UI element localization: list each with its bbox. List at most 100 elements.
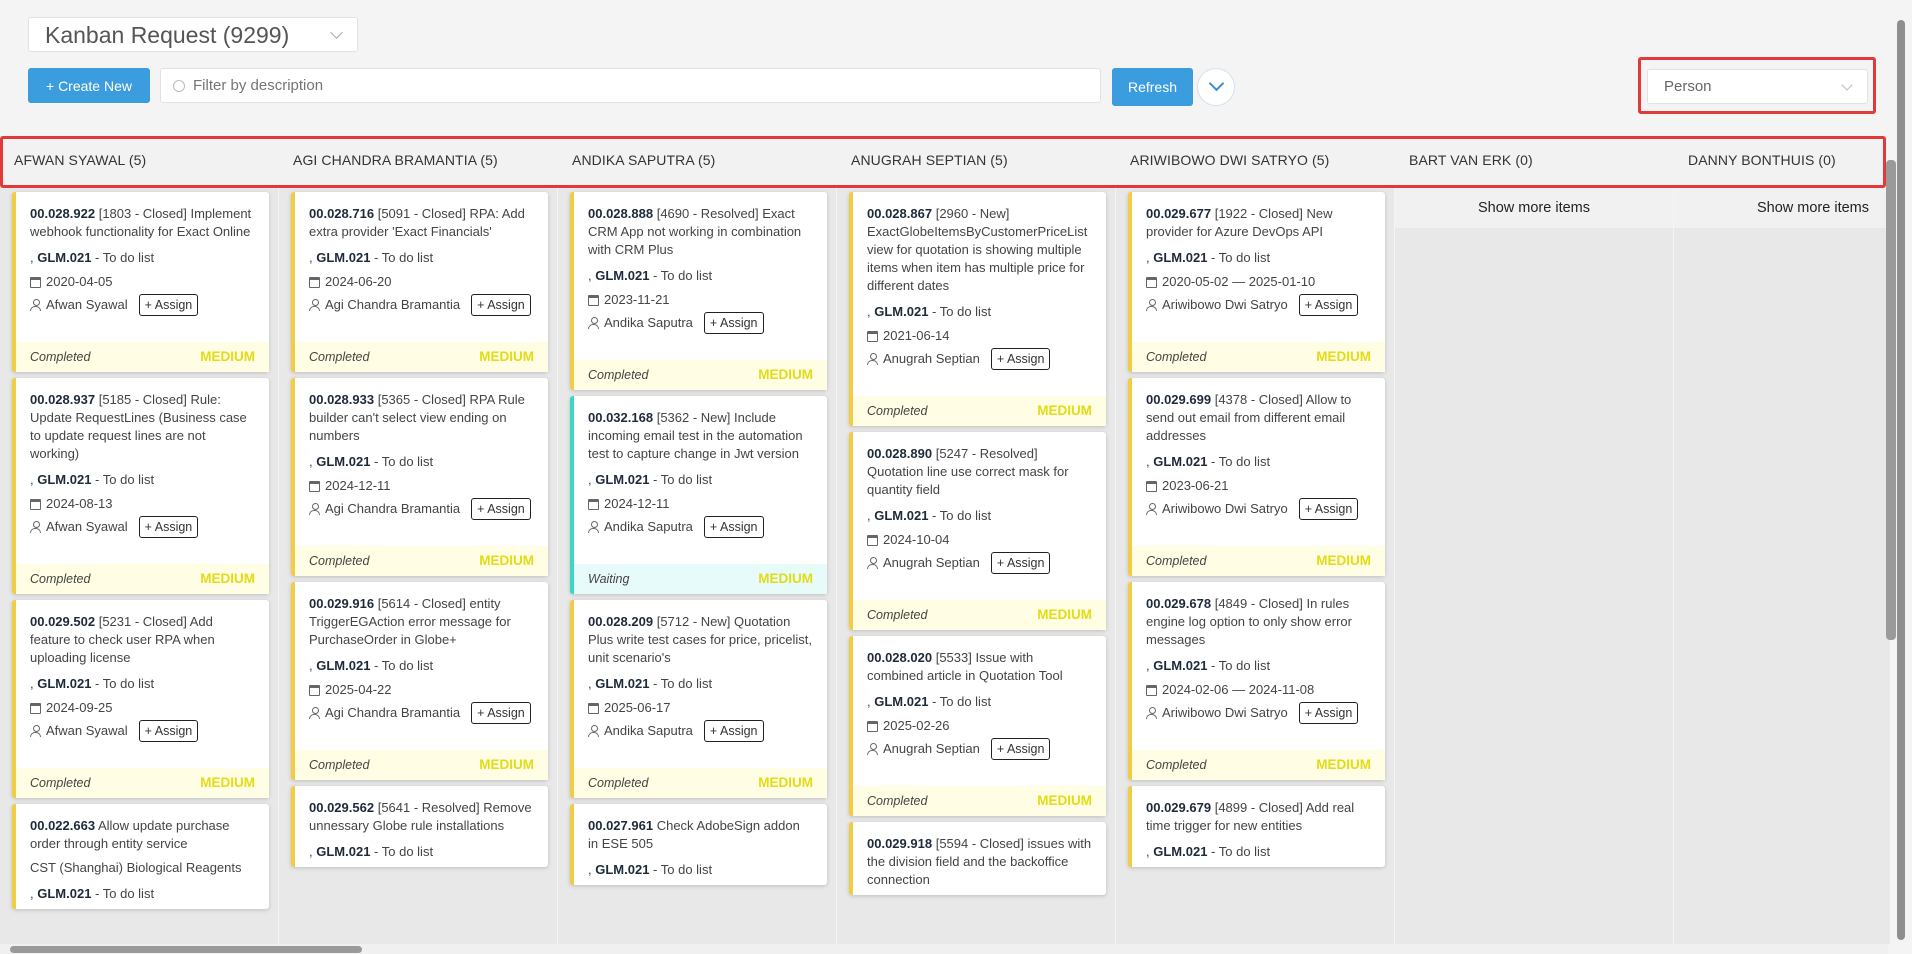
- column-header[interactable]: AFWAN SYAWAL (5): [14, 152, 147, 168]
- date-value: 2024-08-13: [46, 496, 113, 511]
- calendar-icon: [30, 498, 41, 510]
- kanban-card[interactable]: 00.032.168 [5362 - New] Include incoming…: [570, 396, 827, 594]
- card-id[interactable]: 00.027.961: [588, 818, 654, 833]
- card-assignee: Andika Saputra + Assign: [588, 516, 813, 538]
- card-title: 00.028.922 [1803 - Closed] Implement web…: [30, 205, 255, 241]
- assign-button[interactable]: + Assign: [1298, 294, 1359, 316]
- kanban-card[interactable]: 00.029.679 [4899 - Closed] Add real time…: [1128, 786, 1385, 867]
- card-id[interactable]: 00.029.918: [867, 836, 933, 851]
- kanban-card[interactable]: 00.028.933 [5365 - Closed] RPA Rule buil…: [291, 378, 548, 576]
- card-id[interactable]: 00.029.678: [1146, 596, 1212, 611]
- card-id[interactable]: 00.022.663: [30, 818, 96, 833]
- assign-button[interactable]: + Assign: [138, 294, 199, 316]
- card-id[interactable]: 00.028.937: [30, 392, 96, 407]
- card-body: 00.029.502 [5231 - Closed] Add feature t…: [16, 600, 269, 768]
- card-date: 2025-04-22: [309, 681, 534, 699]
- kanban-card[interactable]: 00.029.562 [5641 - Resolved] Remove unne…: [291, 786, 548, 867]
- create-new-button[interactable]: + Create New: [28, 68, 150, 103]
- card-id[interactable]: 00.028.922: [30, 206, 96, 221]
- card-date: 2024-09-25: [30, 699, 255, 717]
- column-header[interactable]: AGI CHANDRA BRAMANTIA (5): [293, 152, 498, 168]
- column-header[interactable]: BART VAN ERK (0): [1409, 152, 1533, 168]
- card-body: 00.028.933 [5365 - Closed] RPA Rule buil…: [295, 378, 548, 546]
- card-id[interactable]: 00.032.168: [588, 410, 654, 425]
- kanban-card[interactable]: 00.029.677 [1922 - Closed] New provider …: [1128, 192, 1385, 372]
- assign-button[interactable]: + Assign: [990, 348, 1051, 370]
- kanban-card[interactable]: 00.029.678 [4849 - Closed] In rules engi…: [1128, 582, 1385, 780]
- assign-button[interactable]: + Assign: [703, 720, 764, 742]
- kanban-card[interactable]: 00.027.961 Check AdobeSign addon in ESE …: [570, 804, 827, 885]
- card-id[interactable]: 00.028.867: [867, 206, 933, 221]
- refresh-button[interactable]: Refresh: [1112, 68, 1193, 106]
- show-more-items-button[interactable]: Show more items: [1395, 188, 1673, 228]
- view-selector[interactable]: Kanban Request (9299): [28, 17, 358, 52]
- card-id[interactable]: 00.028.716: [309, 206, 375, 221]
- scrollbar-thumb[interactable]: [1897, 20, 1905, 940]
- assign-button[interactable]: + Assign: [703, 312, 764, 334]
- assign-button[interactable]: + Assign: [990, 552, 1051, 574]
- card-id[interactable]: 00.029.679: [1146, 800, 1212, 815]
- card-id[interactable]: 00.029.502: [30, 614, 96, 629]
- kanban-card[interactable]: 00.028.867 [2960 - New] ExactGlobeItemsB…: [849, 192, 1106, 426]
- column-header[interactable]: DANNY BONTHUIS (0): [1688, 152, 1836, 168]
- filter-field[interactable]: [160, 68, 1101, 103]
- kanban-card[interactable]: 00.029.502 [5231 - Closed] Add feature t…: [12, 600, 269, 798]
- card-id[interactable]: 00.028.933: [309, 392, 375, 407]
- calendar-icon: [1146, 480, 1157, 492]
- card-date: 2025-02-26: [867, 717, 1092, 735]
- card-id[interactable]: 00.029.562: [309, 800, 375, 815]
- kanban-card[interactable]: 00.028.209 [5712 - New] Quotation Plus w…: [570, 600, 827, 798]
- calendar-icon: [588, 498, 599, 510]
- kanban-card[interactable]: 00.028.716 [5091 - Closed] RPA: Add extr…: [291, 192, 548, 372]
- expand-filters-button[interactable]: [1197, 68, 1235, 106]
- show-more-items-button[interactable]: Show more items: [1674, 188, 1912, 228]
- kanban-card[interactable]: 00.028.888 [4690 - Resolved] Exact CRM A…: [570, 192, 827, 390]
- kanban-card[interactable]: 00.029.699 [4378 - Closed] Allow to send…: [1128, 378, 1385, 576]
- column-header[interactable]: ANDIKA SAPUTRA (5): [572, 152, 716, 168]
- project-code: GLM.021: [316, 454, 371, 469]
- kanban-card[interactable]: 00.028.020 [5533] Issue with combined ar…: [849, 636, 1106, 816]
- assign-button[interactable]: + Assign: [471, 702, 531, 724]
- project-list: - To do list: [1211, 658, 1271, 673]
- assign-button[interactable]: + Assign: [138, 516, 199, 538]
- assignee-name: Anugrah Septian: [883, 741, 980, 756]
- kanban-card[interactable]: 00.028.922 [1803 - Closed] Implement web…: [12, 192, 269, 372]
- card-project: , GLM.021 - To do list: [588, 862, 713, 877]
- kanban-card[interactable]: 00.029.918 [5594 - Closed] issues with t…: [849, 822, 1106, 895]
- horizontal-scrollbar[interactable]: [0, 944, 1888, 954]
- card-id[interactable]: 00.028.209: [588, 614, 654, 629]
- column-header[interactable]: ARIWIBOWO DWI SATRYO (5): [1130, 152, 1330, 168]
- group-by-select[interactable]: Person: [1647, 69, 1868, 104]
- assign-button[interactable]: + Assign: [703, 516, 764, 538]
- card-id[interactable]: 00.029.916: [309, 596, 375, 611]
- kanban-card[interactable]: 00.028.890 [5247 - Resolved] Quotation l…: [849, 432, 1106, 630]
- card-id[interactable]: 00.028.888: [588, 206, 654, 221]
- project-list: - To do list: [653, 676, 713, 691]
- column-header[interactable]: ANUGRAH SEPTIAN (5): [851, 152, 1008, 168]
- card-title: 00.028.890 [5247 - Resolved] Quotation l…: [867, 445, 1092, 499]
- card-id[interactable]: 00.029.677: [1146, 206, 1212, 221]
- project-list: - To do list: [1211, 250, 1271, 265]
- assign-button[interactable]: + Assign: [138, 720, 199, 742]
- filter-input[interactable]: [193, 77, 1073, 94]
- card-id[interactable]: 00.028.020: [867, 650, 933, 665]
- scrollbar-thumb[interactable]: [10, 946, 362, 953]
- assign-button[interactable]: + Assign: [1298, 498, 1359, 520]
- priority-badge: MEDIUM: [200, 349, 255, 364]
- kanban-card[interactable]: 00.028.937 [5185 - Closed] Rule: Update …: [12, 378, 269, 594]
- kanban-card[interactable]: 00.022.663 Allow update purchase order t…: [12, 804, 269, 909]
- status-label: Completed: [1146, 758, 1207, 772]
- card-id[interactable]: 00.028.890: [867, 446, 933, 461]
- card-id[interactable]: 00.029.699: [1146, 392, 1212, 407]
- card-project: , GLM.021 - To do list: [309, 844, 434, 859]
- assign-button[interactable]: + Assign: [471, 294, 531, 316]
- assign-button[interactable]: + Assign: [1298, 702, 1359, 724]
- assign-button[interactable]: + Assign: [471, 498, 531, 520]
- board-vertical-scrollbar[interactable]: [1886, 160, 1896, 640]
- card-project: , GLM.021 - To do list: [30, 472, 155, 487]
- card-project: , GLM.021 - To do list: [1146, 658, 1271, 673]
- kanban-card[interactable]: 00.029.916 [5614 - Closed] entity Trigge…: [291, 582, 548, 780]
- search-icon: [173, 79, 185, 92]
- assign-button[interactable]: + Assign: [990, 738, 1051, 760]
- card-description: [5231 - Closed] Add feature to check use…: [30, 614, 215, 665]
